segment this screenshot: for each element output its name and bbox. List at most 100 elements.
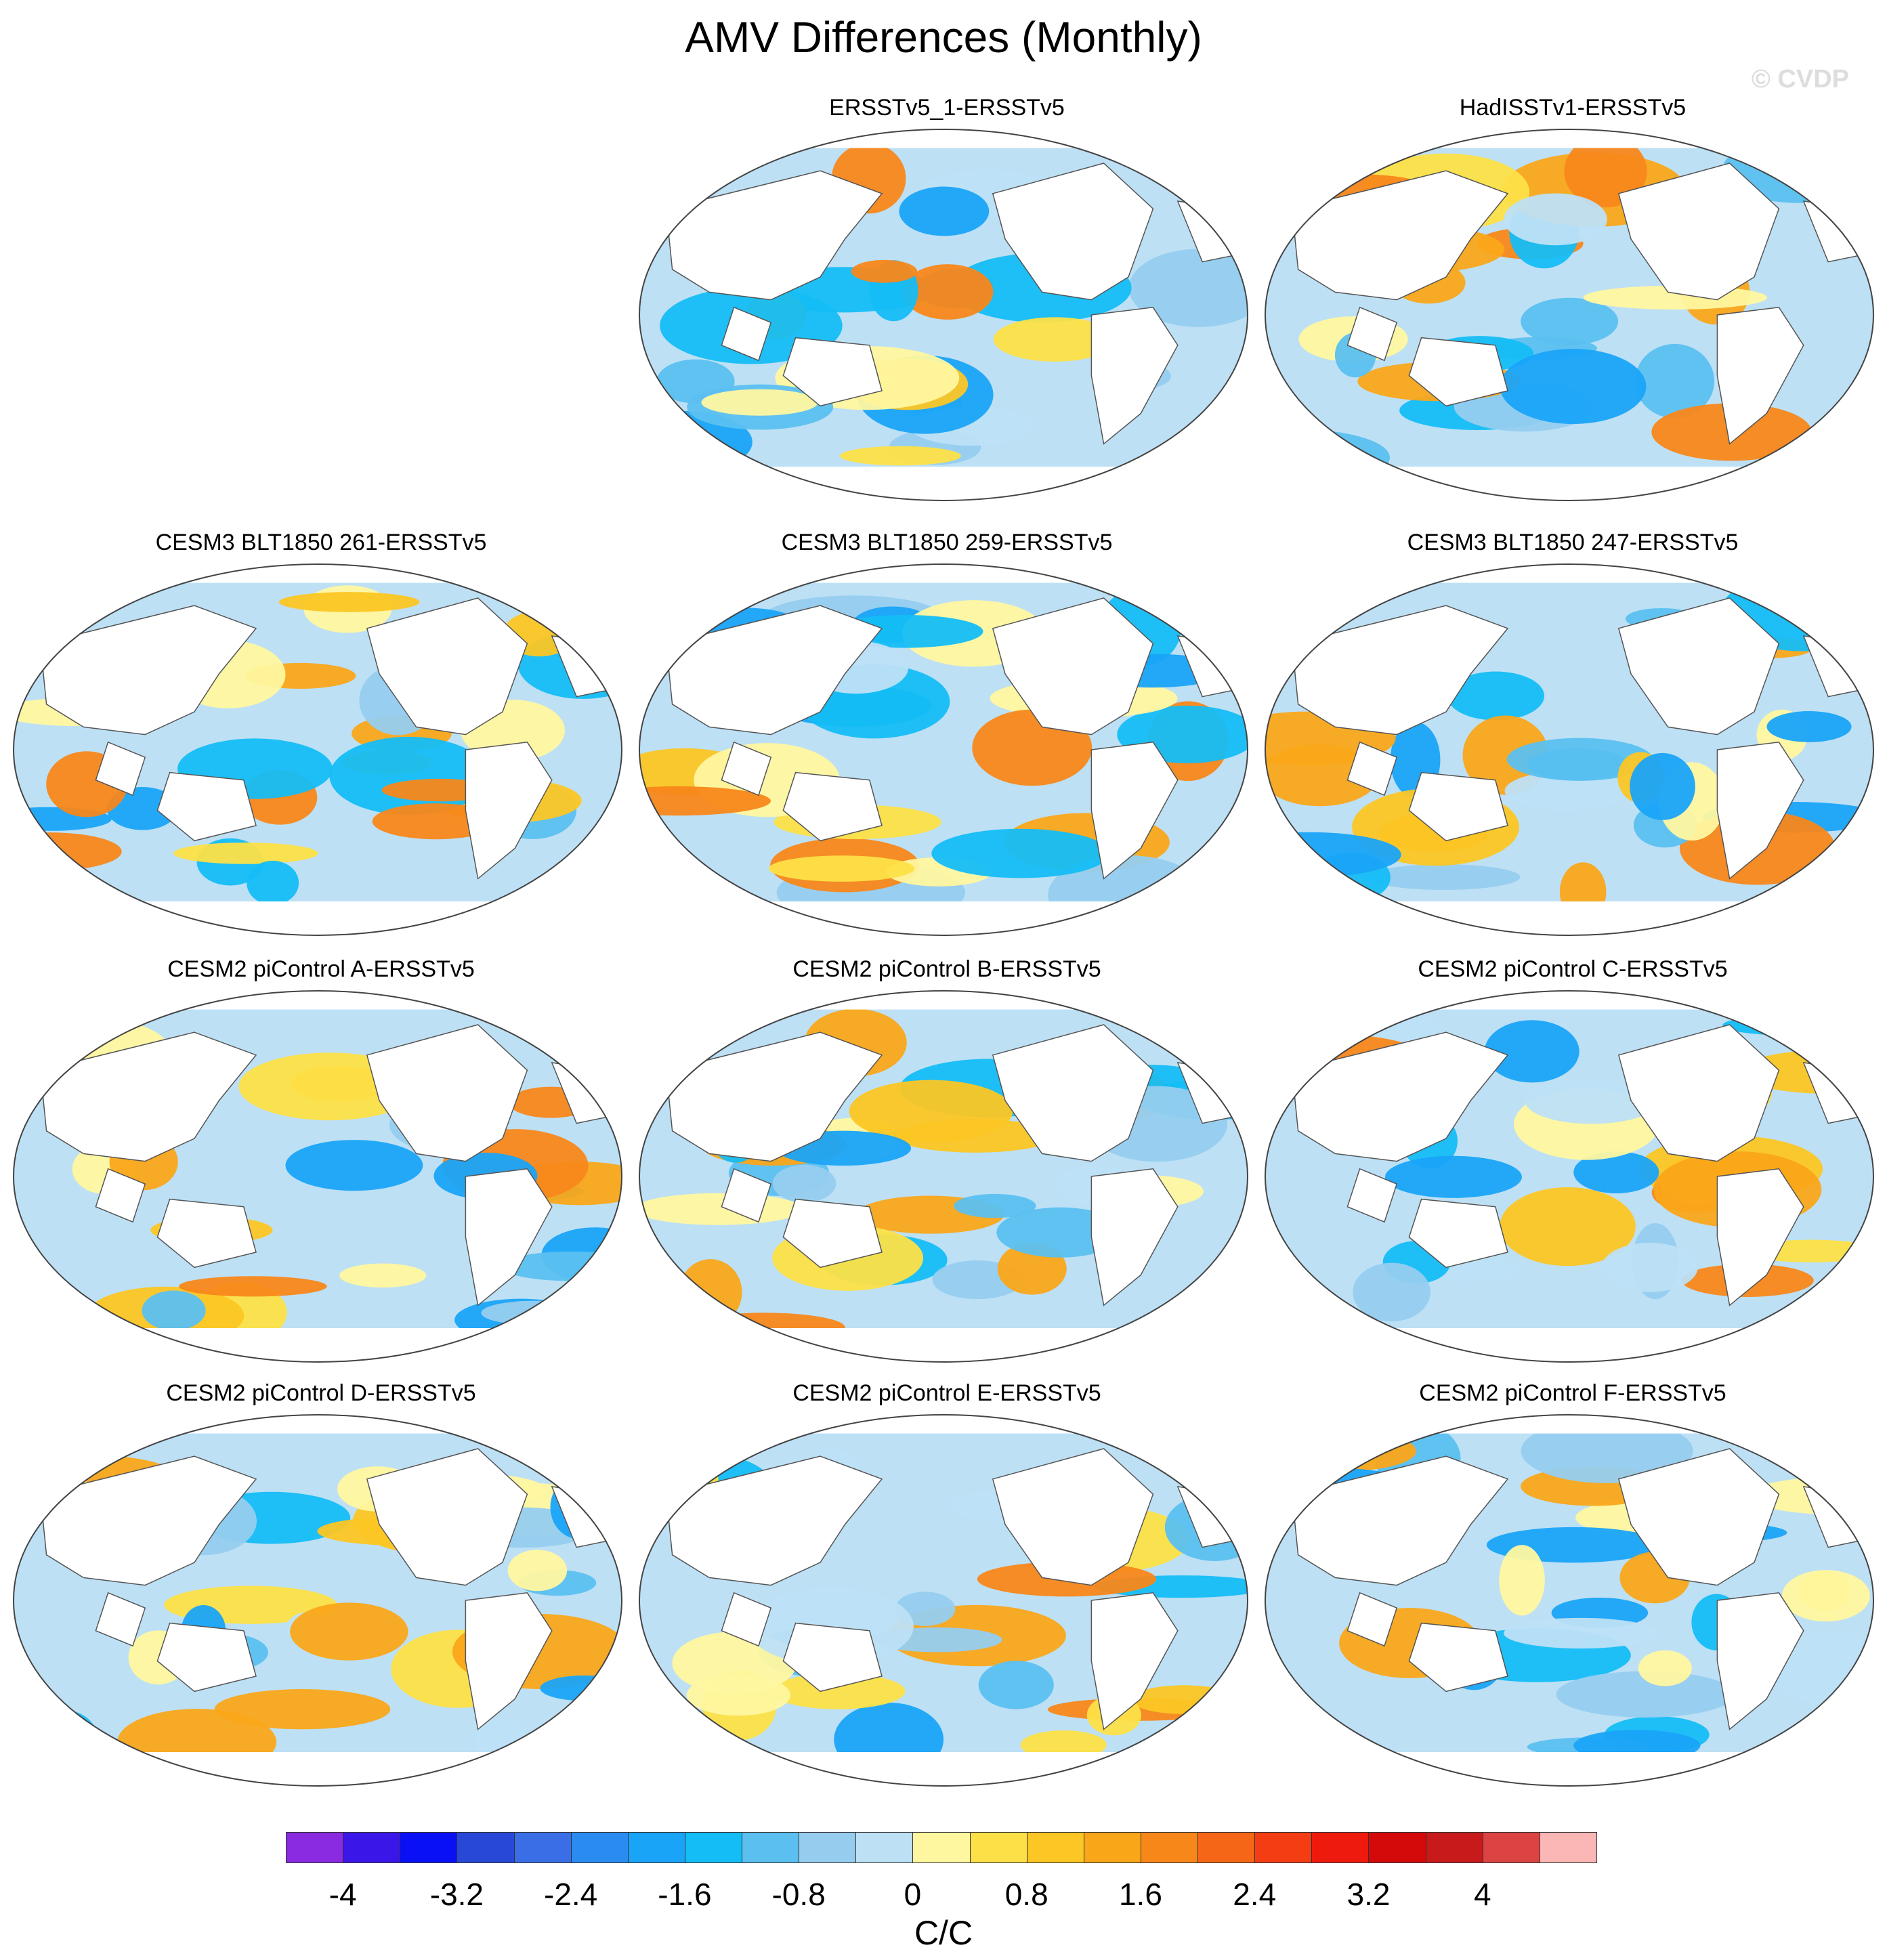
map-field [13, 563, 622, 936]
anomaly-contour [1556, 1671, 1735, 1718]
anomaly-contour [1128, 249, 1248, 327]
colorbar-tick-label: -3.2 [429, 1877, 484, 1912]
map-field [639, 990, 1248, 1363]
map-panel: CESM2 piControl E-ERSSTv5 [635, 1380, 1258, 1814]
land-mask [1291, 605, 1509, 736]
land-mask [1716, 741, 1804, 880]
map-outline [639, 129, 1248, 501]
panel-title: HadISSTv1-ERSSTv5 [1459, 95, 1687, 121]
anomaly-contour [173, 843, 318, 864]
land-mask [465, 1592, 553, 1730]
map-panel: ERSSTv5_1-ERSSTv5 [635, 95, 1258, 528]
map-field [639, 1414, 1248, 1787]
land-mask [1716, 306, 1804, 445]
colorbar-swatch [1368, 1832, 1426, 1863]
anomaly-contour [899, 186, 990, 236]
land-mask [1291, 1031, 1509, 1162]
map-field [13, 990, 622, 1363]
colorbar-swatch [799, 1832, 857, 1863]
map-field [13, 1414, 622, 1787]
colorbar-swatch [1140, 1832, 1199, 1863]
anomaly-contour [1630, 752, 1695, 820]
anomaly-contour [481, 1300, 587, 1325]
anomaly-contour [1781, 1570, 1870, 1622]
map-outline [1265, 1414, 1874, 1787]
colorbar-tick-label: -1.6 [658, 1877, 712, 1912]
land-mask [1347, 741, 1398, 796]
colorbar-swatch [1026, 1832, 1084, 1863]
anomaly-contour [290, 1602, 408, 1661]
anomaly-contour [1564, 135, 1647, 208]
anomaly-contour [993, 317, 1117, 362]
anomaly-contour [701, 389, 818, 416]
colorbar-tick-label: 0 [904, 1877, 922, 1912]
land-mask [721, 1168, 772, 1223]
land-mask [1347, 306, 1398, 362]
map-panel: CESM3 BLT1850 247-ERSSTv5 [1261, 530, 1884, 963]
anomaly-contour [1447, 671, 1545, 721]
anomaly-contour [1521, 297, 1619, 345]
colorbar-swatch [1425, 1832, 1483, 1863]
map-panel: CESM3 BLT1850 261-ERSSTv5 [9, 530, 633, 963]
watermark: © CVDP [1751, 65, 1849, 93]
map-outline [13, 563, 622, 936]
land-mask [665, 605, 883, 736]
colorbar-tick-label: 2.4 [1233, 1877, 1277, 1912]
land-mask [39, 605, 257, 736]
anomaly-contour [106, 786, 178, 830]
anomaly-contour [1573, 1151, 1659, 1193]
colorbar-swatch [627, 1832, 685, 1863]
map-panel: HadISSTv1-ERSSTv5 [1261, 95, 1884, 528]
colorbar-swatch [1539, 1832, 1597, 1863]
antarctica-mask [1265, 1328, 1873, 1362]
anomaly-contour [1525, 1078, 1659, 1124]
land-mask [1716, 1592, 1804, 1730]
anomaly-contour [1506, 738, 1653, 781]
land-mask [782, 337, 883, 407]
anomaly-contour [507, 1550, 568, 1592]
land-mask [1090, 1592, 1179, 1730]
anomaly-contour [686, 1674, 791, 1716]
colorbar-swatch [343, 1832, 401, 1863]
anomaly-contour [1521, 1418, 1693, 1484]
map-outline [639, 563, 1248, 936]
antarctica-mask [14, 1752, 622, 1786]
anomaly-contour [339, 1263, 427, 1288]
colorbar-swatch [1311, 1832, 1370, 1863]
panel-title: CESM3 BLT1850 259-ERSSTv5 [781, 530, 1113, 555]
panel-title: CESM2 piControl C-ERSSTv5 [1418, 956, 1728, 982]
panel-title: CESM2 piControl B-ERSSTv5 [792, 956, 1101, 982]
land-mask [1090, 741, 1179, 880]
land-mask [1347, 1168, 1398, 1223]
anomaly-contour [142, 1290, 206, 1331]
land-mask [665, 1031, 883, 1162]
anomaly-contour [639, 1193, 803, 1225]
map-panel: CESM2 piControl F-ERSSTv5 [1261, 1380, 1884, 1814]
land-mask [721, 306, 772, 362]
colorbar-tick-label: -0.8 [771, 1877, 826, 1912]
land-mask [782, 1198, 883, 1269]
anomaly-contour [1635, 343, 1715, 419]
antarctica-mask [1265, 901, 1873, 935]
anomaly-contour [978, 1661, 1054, 1709]
map-outline [13, 1414, 622, 1787]
land-mask [1617, 1024, 1780, 1162]
antarctica-mask [639, 1752, 1248, 1786]
land-mask [465, 741, 553, 880]
anomaly-contour [1367, 864, 1521, 890]
colorbar-tick-label: 4 [1473, 1877, 1491, 1912]
antarctica-mask [639, 1328, 1248, 1362]
panel-title: ERSSTv5_1-ERSSTv5 [829, 95, 1065, 121]
panel-title: CESM2 piControl D-ERSSTv5 [166, 1380, 476, 1406]
panel-title: CESM2 piControl F-ERSSTv5 [1419, 1380, 1726, 1406]
anomaly-contour [14, 585, 96, 626]
anomaly-contour [839, 446, 961, 466]
anomaly-contour [1601, 1243, 1698, 1292]
panel-title: CESM2 piControl E-ERSSTv5 [792, 1380, 1101, 1406]
land-mask [1291, 170, 1509, 301]
land-mask [782, 771, 883, 842]
map-outline [13, 990, 622, 1363]
anomaly-contour [1500, 349, 1647, 425]
colorbar-swatch [684, 1832, 743, 1863]
panel-title: CESM3 BLT1850 247-ERSSTv5 [1407, 530, 1739, 555]
